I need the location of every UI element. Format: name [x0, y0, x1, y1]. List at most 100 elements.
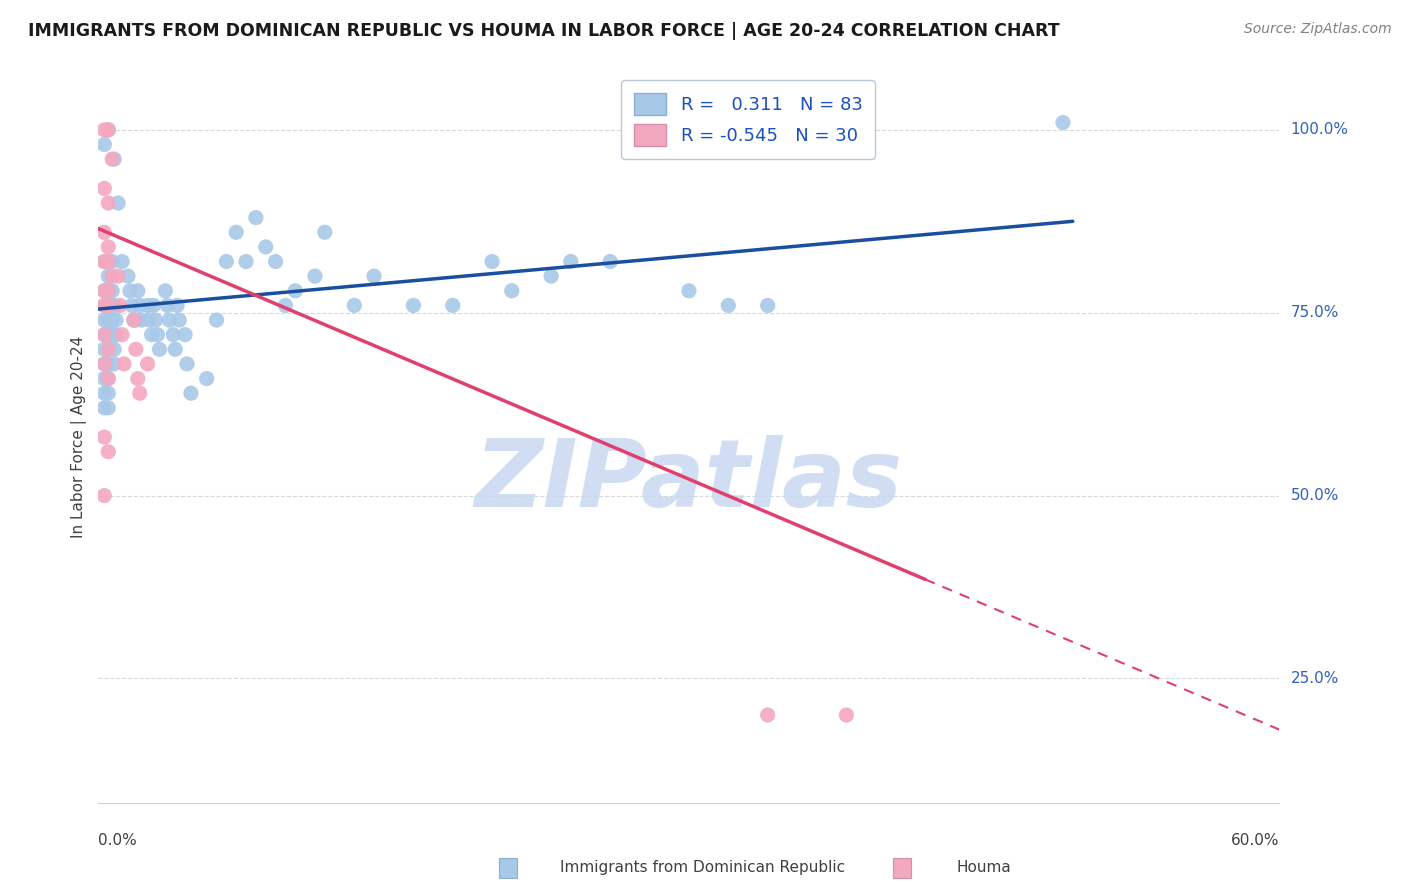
Point — [122, 313, 145, 327]
Point — [441, 298, 464, 312]
Point — [93, 284, 115, 298]
Text: 100.0%: 100.0% — [1291, 122, 1348, 137]
Point — [97, 313, 120, 327]
Text: 60.0%: 60.0% — [1232, 833, 1279, 848]
Point — [93, 123, 115, 137]
Point — [93, 298, 115, 312]
Point — [101, 284, 124, 298]
Point — [1052, 115, 1074, 129]
Point — [93, 327, 115, 342]
Point — [97, 123, 120, 137]
Point — [101, 269, 124, 284]
Point — [180, 386, 202, 401]
Point — [148, 343, 170, 357]
Point — [97, 343, 120, 357]
Point — [599, 254, 621, 268]
Point — [105, 313, 128, 327]
Point — [93, 327, 115, 342]
Point — [835, 708, 858, 723]
Point — [97, 284, 120, 298]
Point — [93, 254, 115, 268]
Point — [756, 298, 779, 312]
Point — [103, 357, 125, 371]
Point — [93, 401, 115, 415]
Text: 0.0%: 0.0% — [98, 833, 138, 848]
Point — [93, 298, 115, 312]
Point — [108, 298, 131, 312]
Point — [174, 327, 197, 342]
Point — [101, 152, 124, 166]
Point — [481, 254, 503, 268]
Point — [127, 284, 149, 298]
Point — [125, 343, 148, 357]
Point — [93, 343, 115, 357]
Text: IMMIGRANTS FROM DOMINICAN REPUBLIC VS HOUMA IN LABOR FORCE | AGE 20-24 CORRELATI: IMMIGRANTS FROM DOMINICAN REPUBLIC VS HO… — [28, 22, 1060, 40]
Point — [111, 254, 134, 268]
Point — [103, 343, 125, 357]
Point — [756, 708, 779, 723]
Point — [97, 269, 120, 284]
Point — [678, 284, 700, 298]
Point — [146, 327, 169, 342]
Point — [195, 371, 218, 385]
Text: Immigrants from Dominican Republic: Immigrants from Dominican Republic — [561, 860, 845, 874]
Point — [304, 269, 326, 284]
Point — [155, 284, 177, 298]
Point — [225, 225, 247, 239]
Point — [138, 313, 160, 327]
Point — [136, 298, 159, 312]
Point — [93, 284, 115, 298]
Point — [93, 489, 115, 503]
Point — [101, 313, 124, 327]
Point — [121, 298, 143, 312]
Point — [125, 313, 148, 327]
Point — [97, 444, 120, 458]
Point — [97, 284, 120, 298]
Point — [98, 298, 121, 312]
Text: 25.0%: 25.0% — [1291, 671, 1339, 686]
Point — [136, 357, 159, 371]
Point — [131, 313, 153, 327]
Point — [97, 240, 120, 254]
Point — [363, 269, 385, 284]
Point — [122, 313, 145, 327]
Point — [105, 327, 128, 342]
Point — [93, 386, 115, 401]
Point — [157, 313, 180, 327]
Point — [162, 327, 184, 342]
Legend: R =   0.311   N = 83, R = -0.545   N = 30: R = 0.311 N = 83, R = -0.545 N = 30 — [621, 80, 875, 159]
Point — [107, 196, 129, 211]
Point — [343, 298, 366, 312]
Point — [274, 298, 297, 312]
Point — [165, 343, 187, 357]
Point — [97, 327, 120, 342]
Text: 75.0%: 75.0% — [1291, 305, 1339, 320]
Point — [141, 327, 163, 342]
Point — [93, 357, 115, 371]
Point — [97, 357, 120, 371]
Point — [254, 240, 277, 254]
Point — [128, 386, 150, 401]
Point — [93, 137, 115, 152]
Point — [97, 298, 120, 312]
Point — [117, 269, 139, 284]
Point — [560, 254, 582, 268]
Text: Houma: Houma — [957, 860, 1011, 874]
Point — [118, 284, 141, 298]
Point — [112, 357, 135, 371]
Point — [97, 343, 120, 357]
Point — [540, 269, 562, 284]
Point — [93, 371, 115, 385]
Point — [235, 254, 257, 268]
Point — [107, 269, 129, 284]
Point — [97, 123, 120, 137]
Point — [142, 298, 165, 312]
Text: ZIPatlas: ZIPatlas — [475, 435, 903, 527]
Text: 50.0%: 50.0% — [1291, 488, 1339, 503]
Point — [93, 313, 115, 327]
Y-axis label: In Labor Force | Age 20-24: In Labor Force | Age 20-24 — [72, 336, 87, 538]
Point — [166, 298, 188, 312]
Point — [245, 211, 267, 225]
Point — [156, 298, 179, 312]
Point — [97, 401, 120, 415]
